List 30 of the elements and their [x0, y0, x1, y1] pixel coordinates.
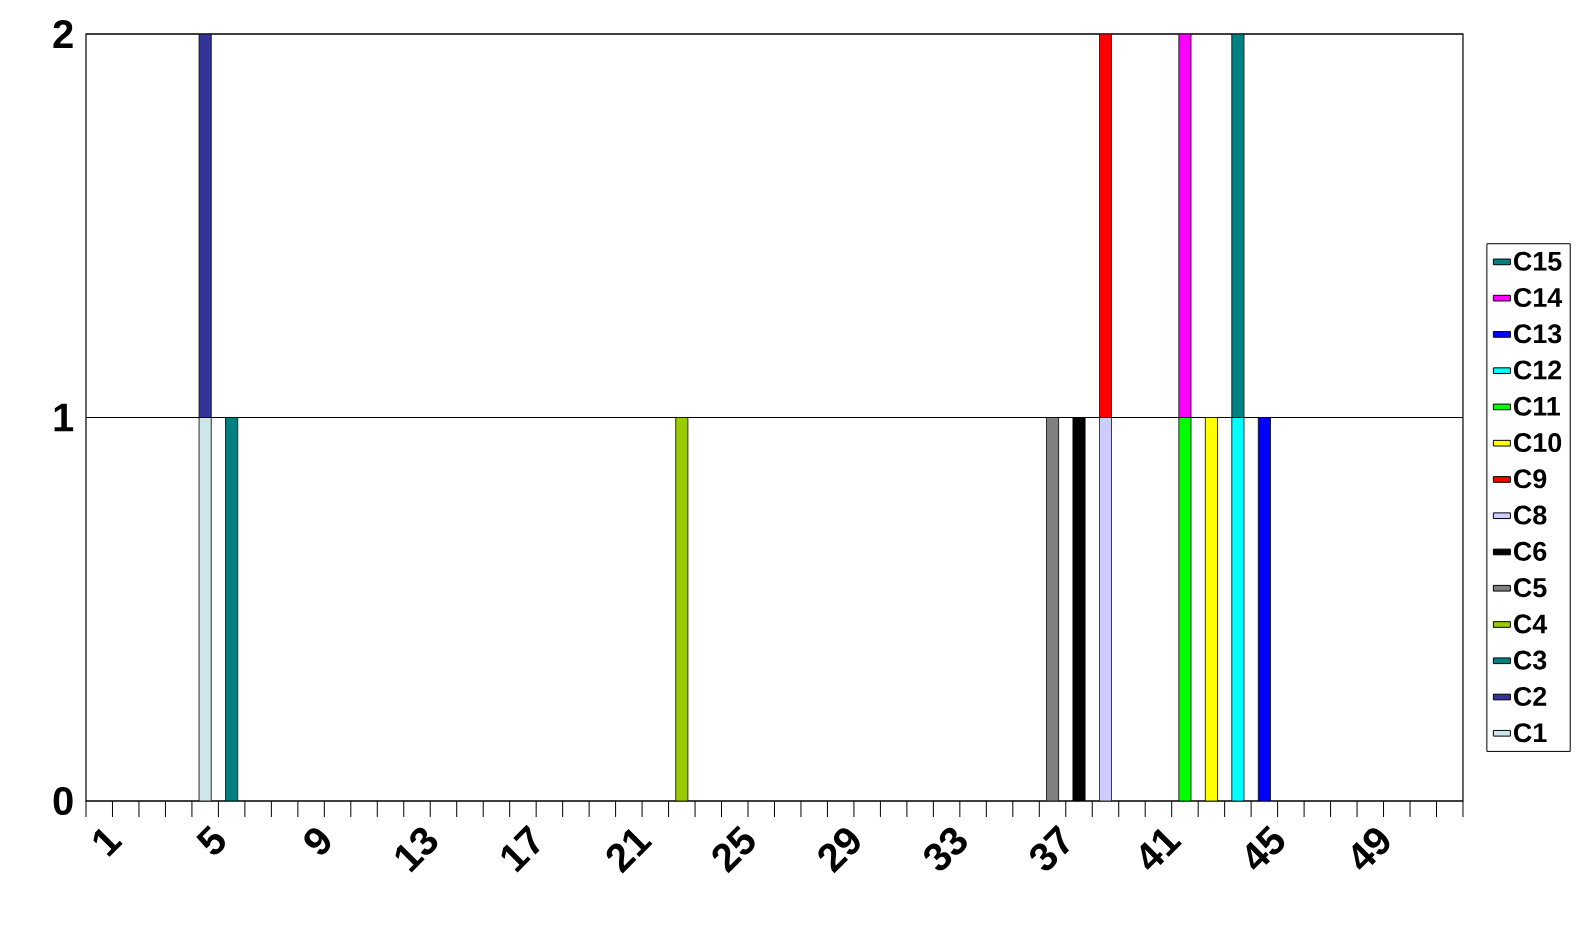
x-tick-label: 49 — [1352, 828, 1390, 870]
legend-label: C15 — [1513, 251, 1562, 271]
legend-label: C1 — [1513, 723, 1547, 743]
x-tick-label: 5 — [196, 825, 225, 855]
y-tick-label: 0 — [53, 786, 73, 816]
legend-label: C2 — [1513, 686, 1547, 706]
legend-label: C5 — [1513, 578, 1547, 598]
x-tick-label: 13 — [395, 827, 438, 873]
x-tick-label: 1 — [93, 828, 123, 857]
x-tick-label: 21 — [606, 828, 653, 874]
x-tick-label: 9 — [304, 828, 331, 855]
legend-label: C12 — [1513, 360, 1562, 380]
legend-label: C11 — [1513, 396, 1560, 416]
legend-label: C8 — [1513, 505, 1547, 525]
y-tick-label: 1 — [54, 403, 74, 432]
legend-label: C4 — [1513, 614, 1548, 634]
x-tick-label: 37 — [1030, 824, 1070, 871]
legend-label: C6 — [1513, 541, 1547, 561]
x-tick-label: 29 — [818, 828, 860, 874]
x-tick-label: 17 — [501, 824, 540, 873]
x-tick-label: 33 — [924, 827, 967, 871]
legend-label: C14 — [1513, 288, 1563, 308]
x-tick-label: 45 — [1246, 825, 1285, 870]
legend-label: C10 — [1513, 433, 1562, 453]
y-tick-label: 2 — [53, 20, 73, 48]
x-tick-label: 41 — [1140, 828, 1182, 870]
legend-label: C3 — [1513, 650, 1547, 670]
legend-label: C9 — [1513, 469, 1547, 489]
x-tick-label: 25 — [712, 825, 755, 874]
legend-label: C13 — [1513, 324, 1562, 344]
